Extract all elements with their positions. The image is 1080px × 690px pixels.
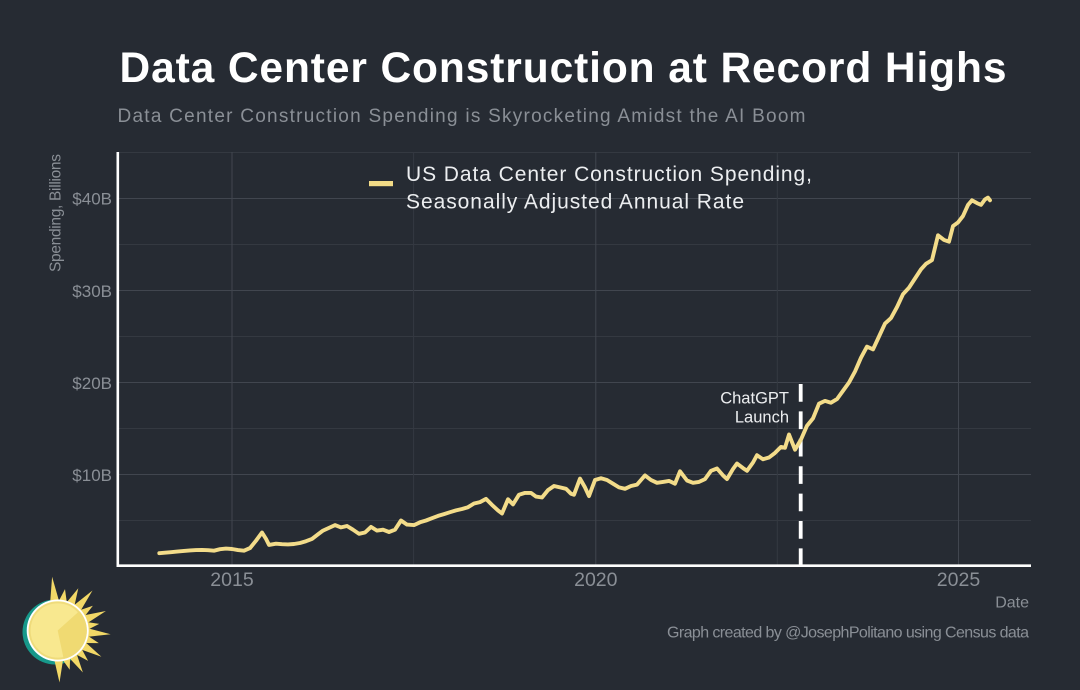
svg-text:Seasonally Adjusted Annual Rat: Seasonally Adjusted Annual Rate — [406, 191, 744, 214]
svg-text:ChatGPT: ChatGPT — [720, 390, 789, 408]
svg-text:2015: 2015 — [210, 569, 254, 591]
svg-text:Graph created by @JosephPolita: Graph created by @JosephPolitano using C… — [667, 625, 1029, 642]
svg-text:Launch: Launch — [735, 409, 789, 427]
svg-text:Spending, Billions: Spending, Billions — [48, 154, 65, 272]
svg-text:Data Center Construction at Re: Data Center Construction at Record Highs — [120, 45, 1007, 92]
svg-text:2020: 2020 — [574, 569, 618, 591]
svg-text:Date: Date — [995, 595, 1029, 612]
svg-text:2025: 2025 — [937, 569, 981, 591]
svg-text:$20B: $20B — [72, 374, 112, 393]
svg-text:$40B: $40B — [72, 190, 112, 209]
svg-text:Data Center Construction Spend: Data Center Construction Spending is Sky… — [118, 106, 806, 127]
svg-text:$10B: $10B — [72, 466, 112, 485]
svg-text:$30B: $30B — [72, 282, 112, 301]
svg-text:US Data Center Construction Sp: US Data Center Construction Spending, — [406, 163, 812, 186]
